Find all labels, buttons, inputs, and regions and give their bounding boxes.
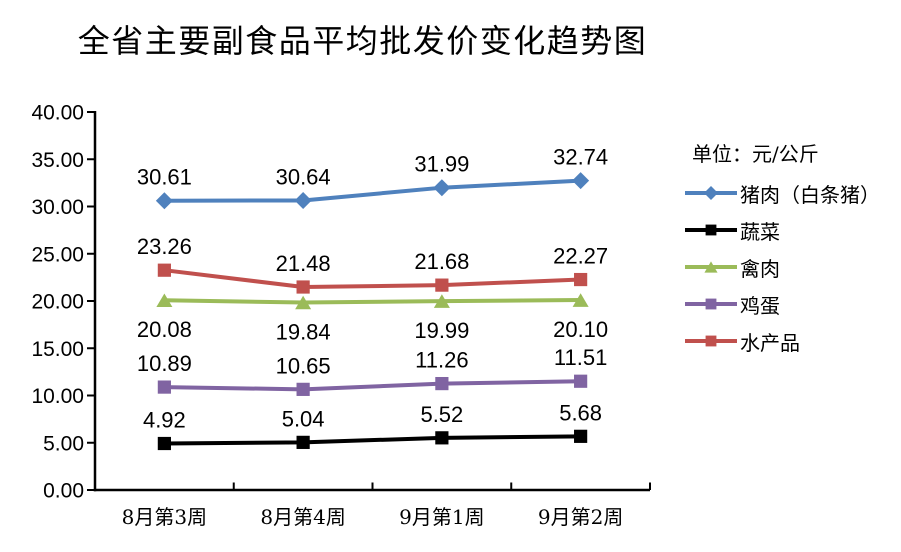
diamond-marker: [704, 186, 718, 200]
legend-label-aquatic-products: 水产品: [740, 330, 800, 355]
legend-swatch-aquatic-products: [685, 335, 737, 347]
square-marker: [705, 335, 717, 347]
diamond-marker: [294, 191, 312, 209]
data-label: 30.61: [137, 165, 192, 190]
data-label: 4.92: [143, 408, 186, 433]
data-label: 10.65: [276, 353, 331, 378]
data-label: 19.84: [276, 320, 331, 345]
data-label: 10.89: [137, 351, 192, 376]
legend-swatch-eggs: [685, 298, 737, 310]
legend-item-poultry: 禽肉: [684, 254, 780, 281]
chart-title: 全省主要副食品平均批发价变化趋势图: [77, 22, 648, 60]
data-label: 32.74: [553, 145, 608, 170]
legend-unit-label: 单位：元/公斤: [692, 142, 819, 166]
triangle-marker: [572, 293, 589, 307]
series-line-pork: [162, 178, 583, 203]
square-marker: [574, 272, 588, 287]
square-marker: [157, 263, 171, 277]
legend-item-pork: 猪肉（白条猪）: [684, 180, 880, 207]
data-label: 19.99: [414, 318, 469, 343]
diamond-marker: [155, 192, 173, 210]
y-tick-label: 10.00: [31, 385, 84, 408]
square-marker: [435, 376, 449, 391]
y-tick-label: 20.00: [31, 291, 84, 314]
data-label: 11.51: [554, 345, 607, 370]
square-marker: [296, 435, 310, 449]
y-tick-label: 25.00: [31, 243, 84, 266]
square-marker: [296, 382, 310, 396]
square-marker: [574, 374, 588, 388]
data-label: 31.99: [414, 152, 469, 177]
y-tick-label: 40.00: [31, 102, 84, 125]
legend-item-vegetables: 蔬菜: [684, 217, 780, 244]
legend-swatch-vegetables: [685, 224, 737, 236]
square-marker: [705, 298, 717, 310]
legend-swatch-pork: [685, 186, 737, 200]
legend-label-pork: 猪肉（白条猪）: [740, 182, 880, 207]
series-line-poultry: [162, 298, 583, 305]
triangle-marker: [704, 261, 718, 273]
data-label: 5.52: [420, 402, 463, 427]
data-label: 22.27: [553, 244, 608, 269]
x-category-label: 8月第3周: [122, 505, 207, 529]
square-marker: [705, 224, 717, 236]
axes: 0.00 5.00 10.00 15.00 20.00 25.00 30.00 35.00 40…: [31, 102, 651, 529]
data-label: 30.64: [276, 164, 331, 189]
data-label: 11.26: [415, 348, 468, 373]
y-tick-label: 35.00: [31, 149, 84, 172]
y-tick-label: 5.00: [43, 432, 84, 455]
square-marker: [435, 431, 449, 445]
legend-swatch-poultry: [685, 261, 737, 273]
data-label: 21.68: [414, 249, 469, 274]
data-label: 21.48: [276, 251, 331, 276]
x-category-label: 8月第4周: [260, 505, 345, 529]
series-vegetables: 4.92 5.04 5.52 5.68: [143, 400, 602, 451]
data-label: 20.08: [137, 317, 192, 342]
legend-label-vegetables: 蔬菜: [740, 219, 780, 244]
data-label: 5.68: [559, 400, 602, 425]
series-poultry: 20.08 19.84 19.99 20.10: [137, 293, 608, 345]
y-tick-label: 0.00: [43, 480, 84, 503]
y-tick-label: 15.00: [31, 338, 84, 361]
square-marker: [574, 429, 588, 443]
data-label: 5.04: [282, 406, 325, 431]
series-eggs: 10.89 10.65 11.26 11.51: [137, 345, 607, 396]
square-marker: [157, 436, 171, 451]
triangle-marker: [433, 294, 450, 308]
series-pork: 30.61 30.64 31.99 32.74: [137, 145, 608, 210]
data-label: 23.26: [137, 234, 192, 259]
diamond-marker: [433, 179, 451, 197]
data-label: 20.10: [553, 317, 608, 342]
legend-label-eggs: 鸡蛋: [740, 293, 780, 318]
legend-label-poultry: 禽肉: [740, 256, 780, 281]
x-category-label: 9月第2周: [538, 505, 623, 529]
square-marker: [296, 280, 310, 294]
series-aquatic-products: 23.26 21.48 21.68 22.27: [137, 234, 608, 294]
triangle-marker: [156, 293, 173, 308]
legend-item-eggs: 鸡蛋: [684, 291, 780, 318]
series-line-aquatic-products: [162, 268, 583, 290]
y-tick-label: 30.00: [31, 196, 84, 219]
x-category-label: 9月第1周: [399, 505, 484, 529]
series-line-eggs: [162, 379, 583, 392]
diamond-marker: [572, 172, 590, 190]
legend-item-aquatic-products: 水产品: [684, 328, 800, 355]
square-marker: [157, 380, 171, 394]
square-marker: [435, 278, 449, 292]
series-line-vegetables: [162, 434, 583, 446]
triangle-marker: [295, 295, 312, 310]
